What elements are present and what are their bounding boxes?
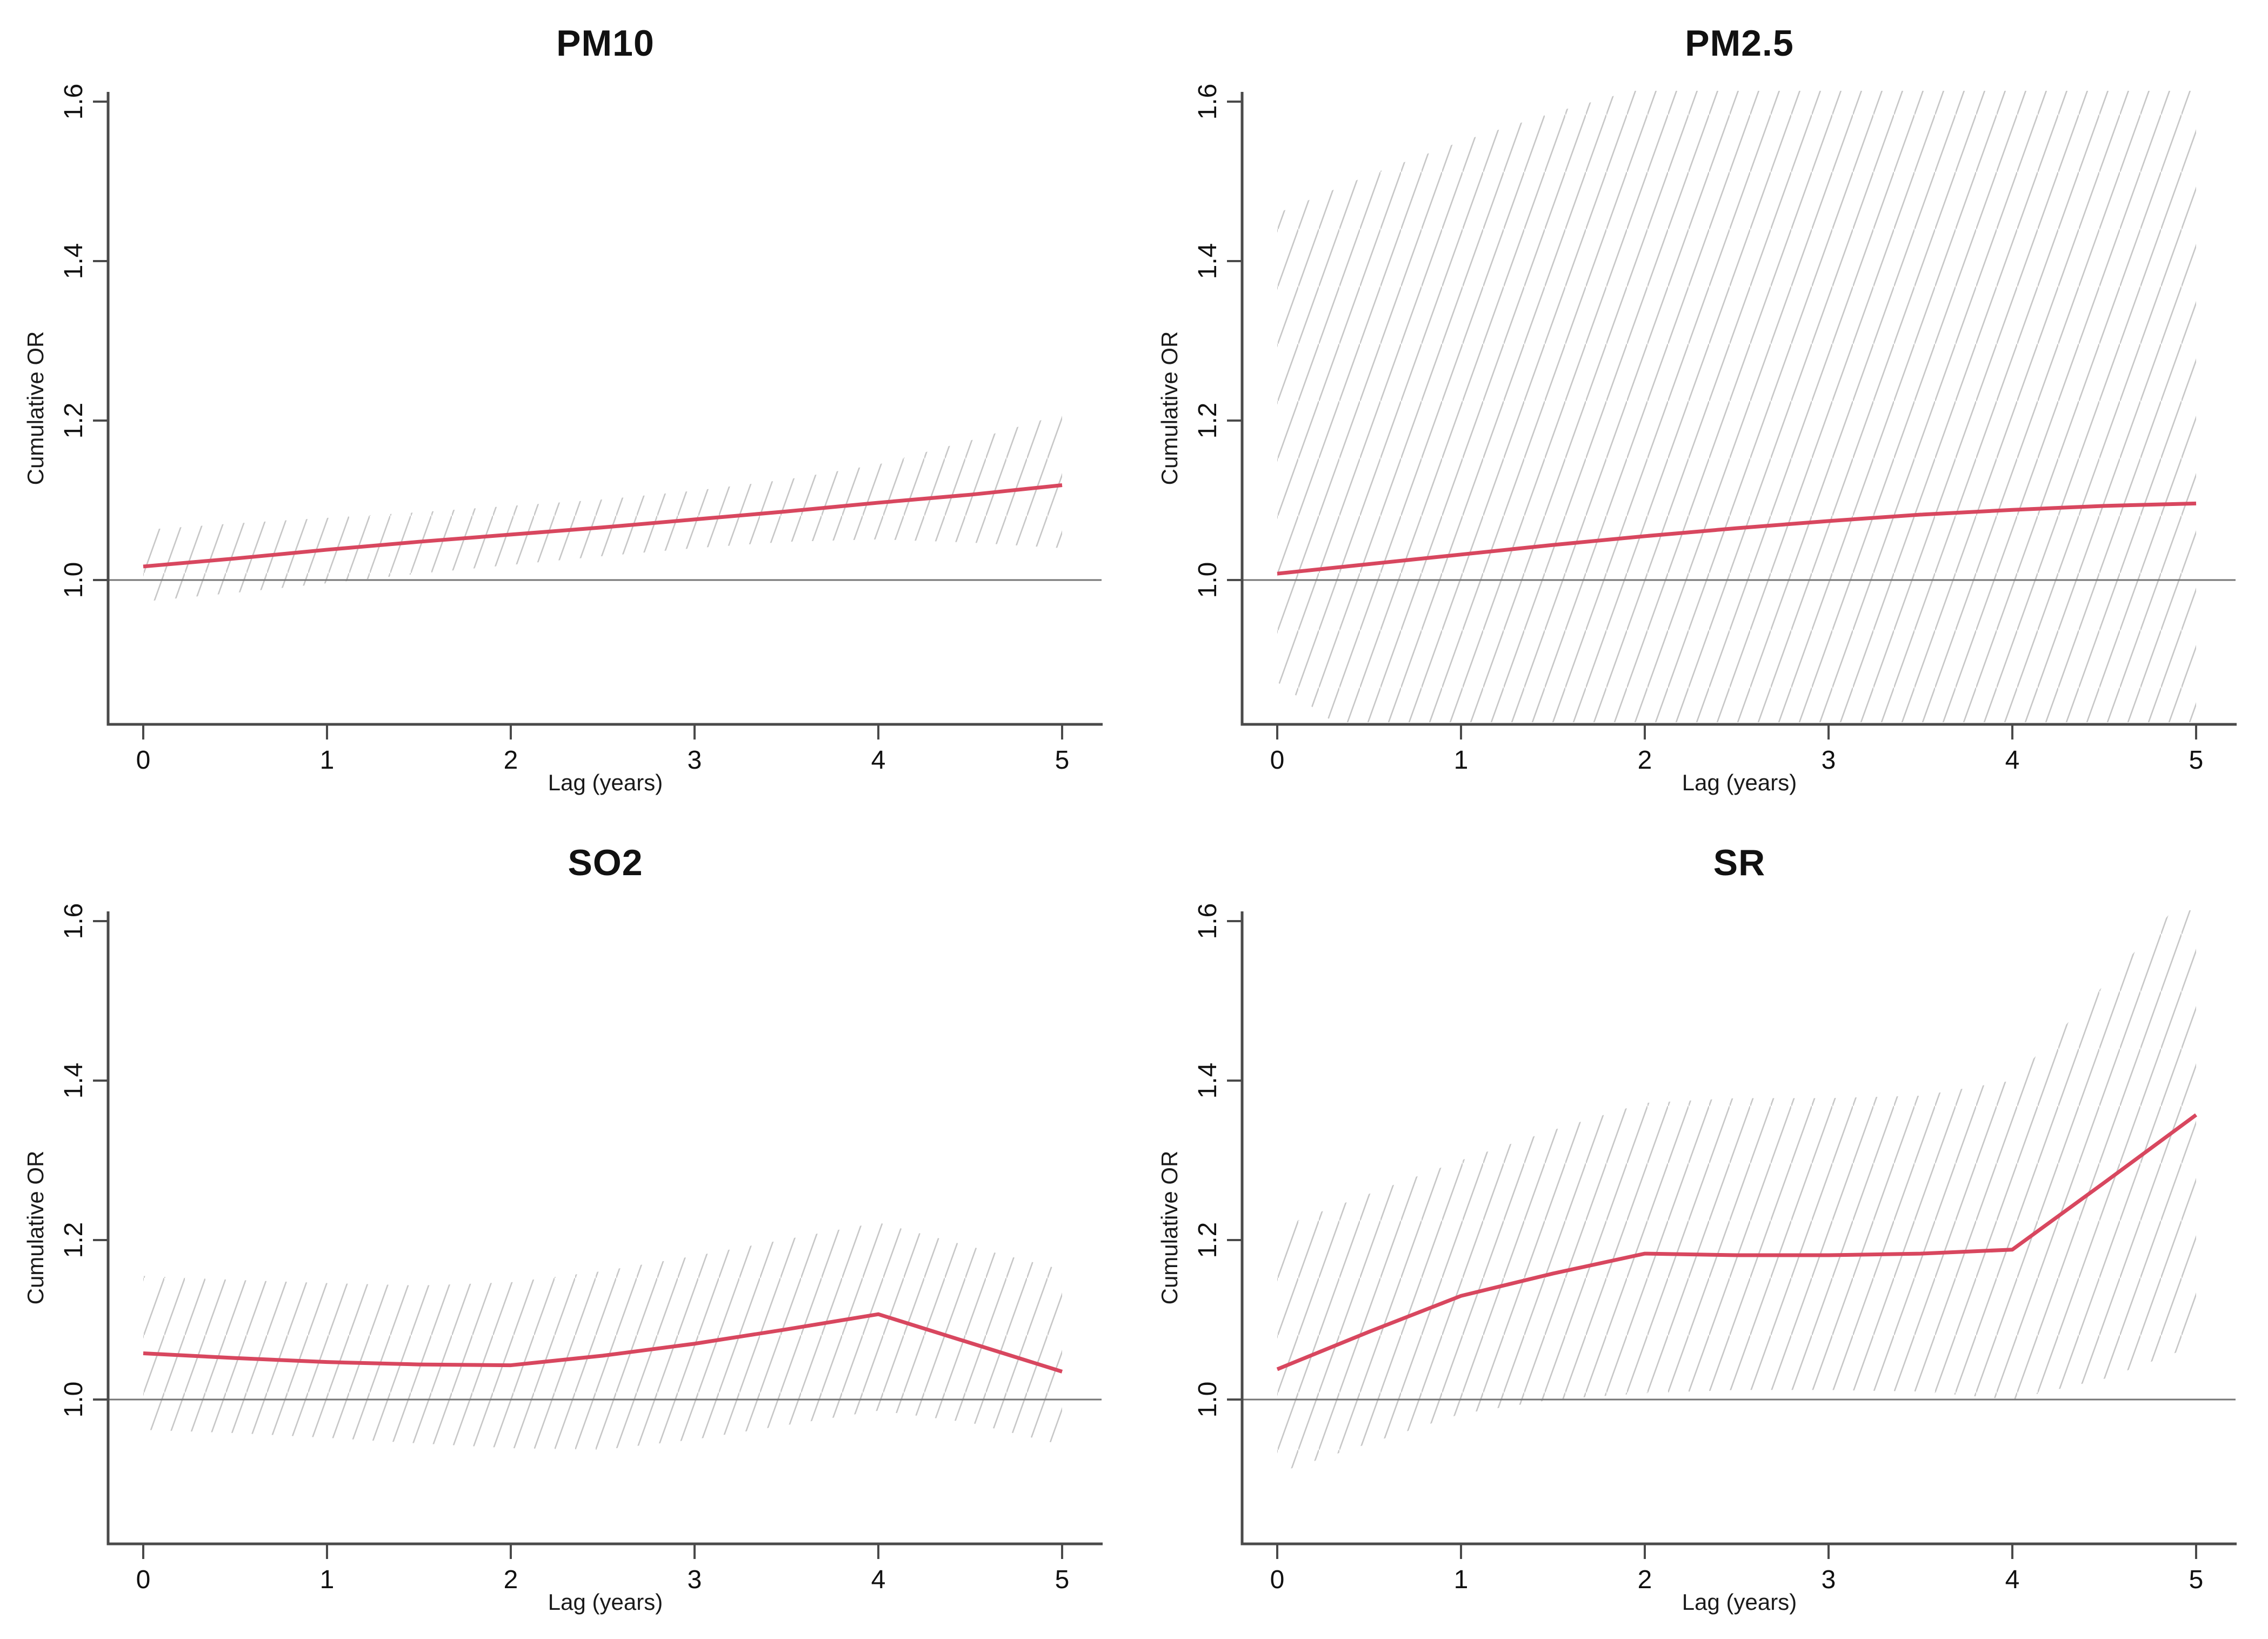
x-tick-label: 2 [504, 1565, 518, 1594]
axes [106, 911, 1103, 1545]
x-tick-label: 1 [1454, 1565, 1469, 1594]
x-tick-label: 5 [1055, 746, 1070, 775]
y-tick-label: 1.0 [1193, 1382, 1222, 1418]
estimate-line [143, 483, 1063, 569]
estimate-line [1277, 501, 2197, 576]
confidence-band [1277, 91, 2196, 722]
sr-plot: 0 1 2 3 4 5 1.0 1.2 1.4 1.6 [1193, 903, 2237, 1594]
x-axis-label: Lag (years) [1682, 770, 1797, 795]
y-tick-label: 1.4 [1193, 243, 1222, 279]
x-tick-label: 3 [688, 746, 702, 775]
y-axis-label: Cumulative OR [1157, 1150, 1182, 1305]
estimate-line [143, 1312, 1063, 1374]
axes [1240, 92, 2237, 726]
x-tick-label: 4 [2005, 746, 2020, 775]
y-axis-label: Cumulative OR [23, 1150, 48, 1305]
pm25-plot: 0 1 2 3 4 5 1.0 1.2 1.4 1.6 [1193, 84, 2237, 775]
chart-title: PM10 [556, 23, 655, 64]
chart-panel-pm10: 0 1 2 3 4 5 1.0 1.2 1.4 1.6 PM10 Cumulative OR La… [0, 0, 1134, 820]
x-tick-label: 2 [1638, 746, 1652, 775]
so2-plot: 0 1 2 3 4 5 1.0 1.2 1.4 1.6 [59, 903, 1103, 1594]
chart-title: SO2 [568, 842, 643, 883]
y-tick-label: 1.2 [1193, 1222, 1222, 1258]
y-tick-label: 1.6 [59, 903, 88, 940]
y-tick-label: 1.6 [1193, 84, 1222, 120]
y-tick-label: 1.2 [59, 1222, 88, 1258]
x-tick-label: 1 [320, 746, 335, 775]
x-axis-label: Lag (years) [548, 1589, 663, 1615]
x-tick-label: 4 [871, 746, 886, 775]
chart-panel-sr: 0 1 2 3 4 5 1.0 1.2 1.4 1.6 SR Cumulative OR Lag … [1134, 820, 2268, 1639]
y-tick-label: 1.4 [59, 1063, 88, 1099]
confidence-band [1277, 910, 2196, 1473]
x-tick-label: 1 [1454, 746, 1469, 775]
y-tick-label: 1.0 [59, 1382, 88, 1418]
x-tick-label: 0 [1270, 1565, 1285, 1594]
chart-panel-pm25: 0 1 2 3 4 5 1.0 1.2 1.4 1.6 PM2.5 Cumulative OR L… [1134, 0, 2268, 820]
x-tick-label: 4 [871, 1565, 886, 1594]
y-tick-label: 1.0 [59, 562, 88, 598]
x-tick-label: 0 [1270, 746, 1285, 775]
y-tick-label: 1.6 [1193, 903, 1222, 940]
y-tick-label: 1.2 [59, 403, 88, 439]
confidence-band [143, 1222, 1062, 1450]
x-tick-label: 0 [136, 746, 151, 775]
y-tick-label: 1.4 [59, 243, 88, 279]
y-tick-label: 1.4 [1193, 1063, 1222, 1099]
y-axis-label: Cumulative OR [23, 331, 48, 485]
x-tick-label: 5 [1055, 1565, 1070, 1594]
x-axis-label: Lag (years) [1682, 1589, 1797, 1615]
y-tick-label: 1.0 [1193, 562, 1222, 598]
x-tick-label: 5 [2189, 1565, 2204, 1594]
x-tick-label: 3 [1822, 1565, 1836, 1594]
pm10-plot: 0 1 2 3 4 5 1.0 1.2 1.4 1.6 [59, 84, 1103, 775]
x-tick-label: 0 [136, 1565, 151, 1594]
x-tick-label: 3 [688, 1565, 702, 1594]
y-tick-label: 1.2 [1193, 403, 1222, 439]
chart-title: SR [1713, 842, 1766, 883]
x-axis-label: Lag (years) [548, 770, 663, 795]
x-tick-label: 1 [320, 1565, 335, 1594]
x-tick-label: 5 [2189, 746, 2204, 775]
y-tick-label: 1.6 [59, 84, 88, 120]
axes [1240, 911, 2237, 1545]
chart-panel-so2: 0 1 2 3 4 5 1.0 1.2 1.4 1.6 SO2 Cumulative OR Lag… [0, 820, 1134, 1639]
x-tick-label: 2 [504, 746, 518, 775]
estimate-line [1276, 1113, 2198, 1371]
chart-title: PM2.5 [1685, 23, 1794, 64]
axes [106, 92, 1103, 726]
x-tick-label: 4 [2005, 1565, 2020, 1594]
confidence-band [143, 414, 1062, 602]
x-tick-label: 3 [1822, 746, 1836, 775]
x-tick-label: 2 [1638, 1565, 1652, 1594]
y-axis-label: Cumulative OR [1157, 331, 1182, 485]
